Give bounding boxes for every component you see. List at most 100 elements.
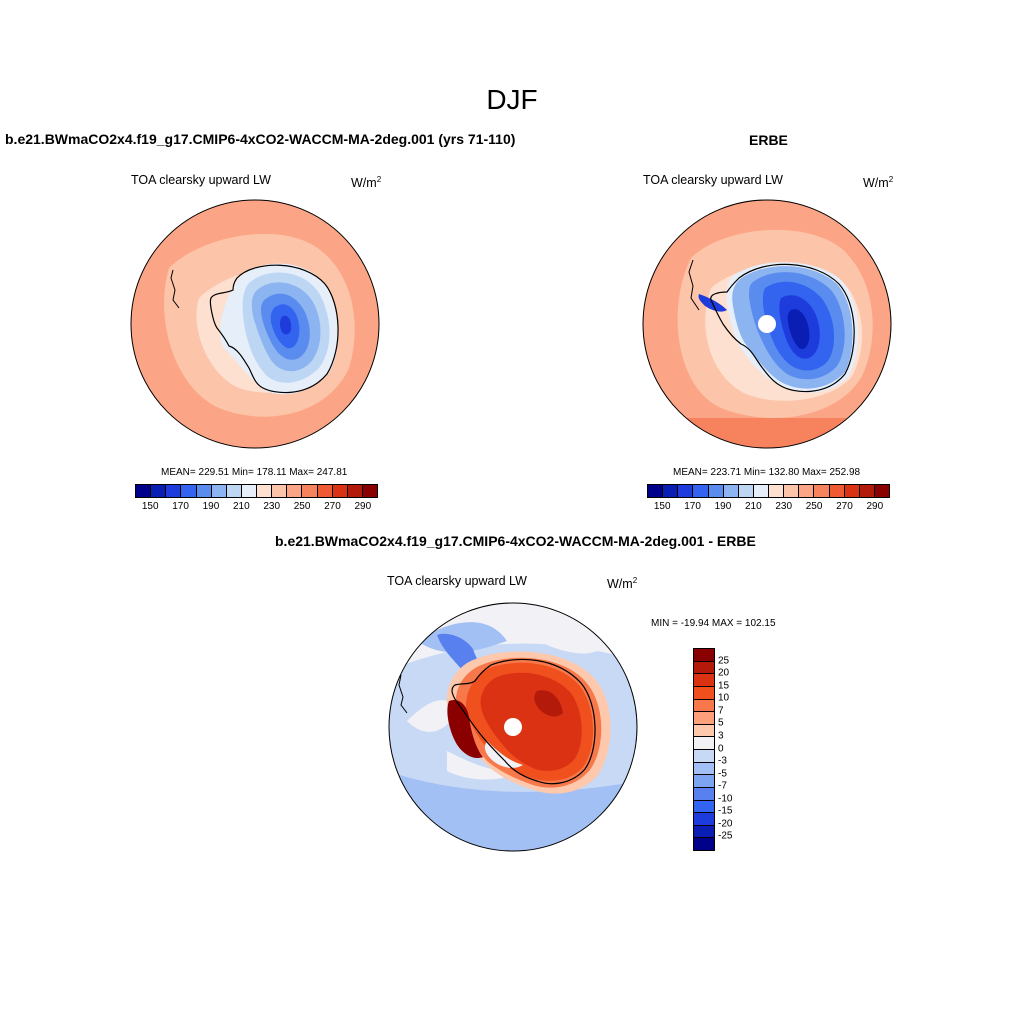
diff-polar-map [388,602,638,852]
diff-colorbar-swatch [694,775,714,788]
model-colorbar-swatch [166,485,182,497]
model-colorbar-swatch [226,485,242,497]
obs-colorbar-swatch [753,485,769,497]
obs-polar-map [642,199,892,449]
model-colorbar-tick-label: 190 [202,501,220,512]
obs-colorbar-tick-label: 250 [805,501,823,512]
model-colorbar-swatch [302,485,318,497]
obs-colorbar-swatch [844,485,860,497]
model-colorbar-ticks: 150 170 190 210 230 250 270 290 [135,501,378,515]
model-colorbar-swatch [241,485,257,497]
obs-colorbar-ticks: 150 170 190 210 230 250 270 290 [647,501,890,515]
model-colorbar-swatch [272,485,288,497]
model-colorbar [135,484,378,498]
diff-colorbar-tick-label: 20 [718,667,730,679]
model-colorbar-swatch [317,485,333,497]
diff-colorbar-swatch [694,674,714,687]
obs-colorbar-tick-label: 290 [866,501,884,512]
model-colorbar-swatch [136,485,152,497]
diff-colorbar-swatch [694,825,714,839]
obs-colorbar-tick-label: 270 [836,501,853,512]
obs-variable-label: TOA clearsky upward LW [643,173,783,187]
diff-units-label: W/m2 [607,576,638,592]
diff-stats: MIN = -19.94 MAX = 102.15 [651,618,776,629]
model-colorbar-swatch [287,485,303,497]
model-colorbar-tick-label: 210 [232,501,250,512]
diff-colorbar-swatch [694,787,714,801]
obs-colorbar-swatch [663,485,679,497]
obs-colorbar-swatch [829,485,845,497]
model-colorbar-swatch [332,485,348,497]
obs-colorbar-swatch [784,485,800,497]
diff-colorbar-tick-label: 0 [718,743,724,754]
model-colorbar-swatch [211,485,227,497]
diff-colorbar-tick-label: -25 [718,830,733,842]
obs-colorbar-tick-label: 230 [775,501,793,512]
model-colorbar-swatch [151,485,167,497]
diff-colorbar-tick-label: -3 [718,755,727,767]
diff-colorbar-ticks: 25 20 15 10 7 5 3 0 -3 -5 -7 -10 -15 -20 -25 [718,648,758,851]
season-title: DJF [486,84,538,115]
diff-colorbar-tick-label: 10 [718,692,730,704]
diff-colorbar-swatch [694,838,714,850]
obs-colorbar-swatch [708,485,724,497]
diff-colorbar-tick-label: -7 [718,780,727,792]
model-colorbar-swatch [196,485,212,497]
obs-colorbar-swatch [738,485,754,497]
diff-colorbar [693,648,715,851]
diff-panel-title: b.e21.BWmaCO2x4.f19_g17.CMIP6-4xCO2-WACC… [275,533,756,549]
model-polar-map [130,199,380,449]
diff-colorbar-tick-label: -15 [718,805,733,817]
model-panel-title: b.e21.BWmaCO2x4.f19_g17.CMIP6-4xCO2-WACC… [5,131,516,147]
diff-colorbar-swatch [694,686,714,700]
obs-colorbar-tick-label: 190 [714,501,732,512]
model-colorbar-tick-label: 150 [141,501,159,512]
model-colorbar-swatch [181,485,197,497]
model-colorbar-tick-label: 170 [172,501,189,512]
diff-colorbar-swatch [694,762,714,776]
obs-units-label: W/m2 [863,175,894,191]
model-stats: MEAN= 229.51 Min= 178.11 Max= 247.81 [161,467,348,478]
diff-colorbar-tick-label: 15 [718,680,730,692]
diff-colorbar-tick-label: -5 [718,768,727,780]
obs-colorbar [647,484,890,498]
diff-colorbar-tick-label: 3 [718,730,724,742]
diff-colorbar-swatch [694,712,714,725]
obs-colorbar-swatch [814,485,830,497]
model-variable-label: TOA clearsky upward LW [131,173,271,187]
model-colorbar-tick-label: 230 [263,501,281,512]
diff-colorbar-swatch [694,661,714,675]
obs-colorbar-tick-label: 170 [684,501,701,512]
obs-colorbar-swatch [648,485,664,497]
model-units-label: W/m2 [351,175,382,191]
diff-colorbar-tick-label: -20 [718,818,733,830]
obs-panel-title: ERBE [749,132,788,148]
diff-colorbar-swatch [694,800,714,814]
model-colorbar-swatch [347,485,363,497]
diff-colorbar-tick-label: 7 [718,705,724,717]
model-colorbar-swatch [362,485,377,497]
model-colorbar-tick-label: 250 [293,501,311,512]
diff-variable-label: TOA clearsky upward LW [387,574,527,588]
obs-colorbar-swatch [799,485,815,497]
diff-colorbar-tick-label: 5 [718,717,724,729]
diff-colorbar-swatch [694,699,714,713]
obs-colorbar-swatch [769,485,785,497]
diff-colorbar-tick-label: 25 [718,655,730,667]
obs-stats: MEAN= 223.71 Min= 132.80 Max= 252.98 [673,467,861,478]
diff-colorbar-swatch [694,649,714,662]
model-colorbar-tick-label: 270 [324,501,341,512]
diff-colorbar-swatch [694,724,714,738]
obs-colorbar-swatch [678,485,694,497]
obs-colorbar-swatch [874,485,889,497]
model-colorbar-tick-label: 290 [354,501,372,512]
diff-colorbar-swatch [694,737,714,750]
model-colorbar-swatch [257,485,273,497]
diff-colorbar-swatch [694,750,714,763]
obs-colorbar-swatch [859,485,875,497]
obs-colorbar-tick-label: 210 [744,501,762,512]
obs-colorbar-swatch [693,485,709,497]
diff-colorbar-tick-label: -10 [718,793,733,805]
obs-colorbar-tick-label: 150 [653,501,671,512]
obs-colorbar-swatch [723,485,739,497]
